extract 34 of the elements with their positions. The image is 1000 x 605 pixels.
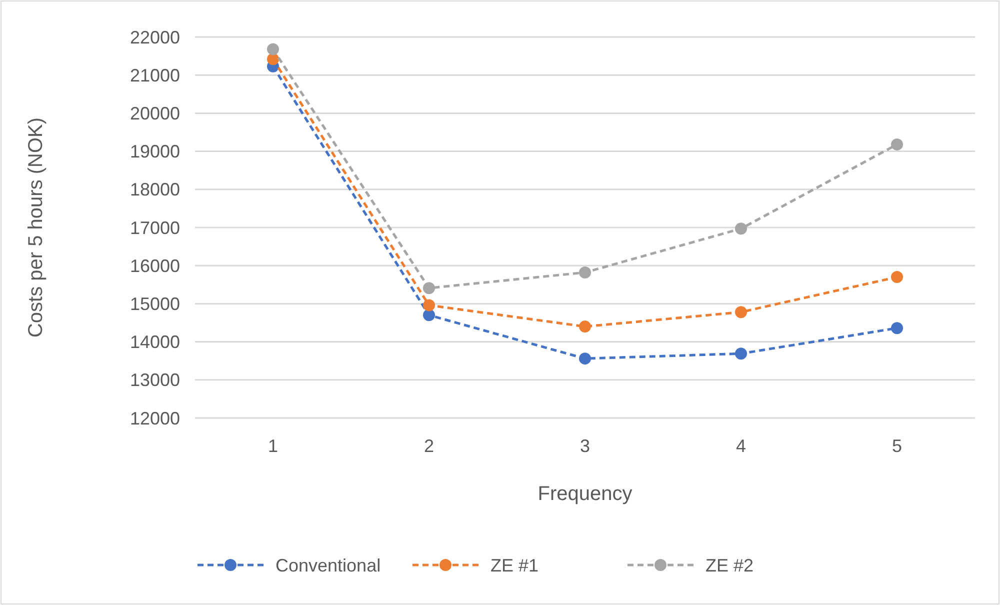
point	[267, 43, 279, 56]
y-tick-label: 17000	[130, 218, 180, 238]
x-tick-label: 2	[424, 436, 434, 456]
x-tick-label: 1	[268, 436, 278, 456]
point	[735, 306, 747, 318]
legend-label: ZE #2	[706, 555, 754, 576]
y-tick-label: 12000	[130, 408, 180, 428]
y-tick-label: 15000	[130, 294, 180, 314]
point	[423, 309, 435, 322]
y-tick-label: 16000	[130, 256, 180, 276]
point	[579, 352, 591, 365]
point	[423, 282, 435, 294]
y-tick-label: 19000	[130, 142, 180, 162]
y-tick-label: 18000	[130, 180, 180, 200]
point	[891, 138, 903, 150]
legend-label: Conventional	[276, 555, 381, 576]
legend-label: ZE #1	[490, 555, 539, 576]
x-axis-title: Frequency	[538, 483, 632, 505]
point	[579, 320, 591, 333]
y-axis-title: Costs per 5 hours (NOK)	[25, 117, 47, 338]
y-tick-label: 22000	[130, 27, 180, 48]
x-tick-label: 3	[580, 436, 590, 456]
point	[735, 348, 747, 360]
point	[735, 222, 747, 235]
y-tick-label: 20000	[130, 104, 180, 124]
y-tick-label: 21000	[130, 65, 180, 86]
x-tick-label: 5	[892, 436, 902, 456]
point	[891, 271, 903, 284]
y-tick-label: 13000	[130, 370, 180, 390]
point	[579, 266, 591, 278]
point	[891, 322, 903, 334]
x-tick-label: 4	[736, 436, 746, 456]
point	[423, 299, 435, 312]
y-tick-label: 14000	[130, 332, 180, 352]
